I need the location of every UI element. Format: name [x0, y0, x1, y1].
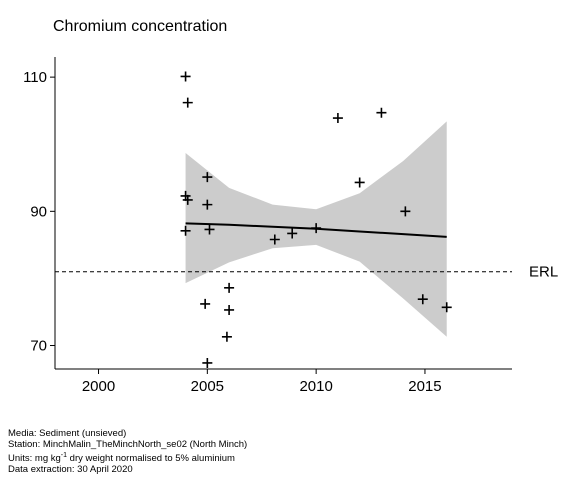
x-tick-label: 2005: [191, 378, 224, 395]
chart-title: Chromium concentration: [53, 18, 228, 35]
axes-layer: 70 90 110 2000 2005 2010 2015: [23, 57, 512, 395]
erl-label: ERL: [529, 264, 558, 281]
x-tick-label: 2000: [82, 378, 115, 395]
data-point: [221, 331, 232, 342]
y-tick-label: 70: [30, 338, 47, 355]
footer-media: Media: Sediment (unsieved): [8, 428, 127, 439]
footer-units-suffix: dry weight normalised to 5% aluminium: [67, 453, 235, 465]
data-point: [182, 194, 193, 205]
data-point: [287, 228, 298, 239]
data-point: [180, 71, 191, 82]
x-tick-label: 2010: [299, 378, 332, 395]
data-point: [354, 177, 365, 188]
footer-station: Station: MinchMalin_TheMinchNorth_se02 (…: [8, 439, 248, 450]
data-point: [224, 282, 235, 293]
data-point: [202, 357, 213, 368]
data-point: [202, 199, 213, 210]
data-point: [204, 224, 215, 235]
data-point: [182, 97, 193, 108]
data-point: [311, 223, 322, 234]
data-points-layer: [180, 71, 452, 368]
data-point: [417, 294, 428, 305]
y-tick-label: 90: [30, 203, 47, 220]
data-point: [200, 298, 211, 309]
footer-extraction: Data extraction: 30 April 2020: [8, 464, 133, 476]
footer-notes: Media: Sediment (unsieved) Station: Minc…: [8, 428, 247, 475]
data-point: [400, 206, 411, 217]
reference-line-layer: ERL: [55, 264, 558, 281]
x-tick-label: 2015: [408, 378, 441, 395]
footer-units-sup: -1: [60, 452, 68, 459]
data-point: [441, 302, 452, 313]
y-tick-label: 110: [23, 69, 47, 86]
data-point: [224, 304, 235, 315]
footer-units-prefix: Units: mg kg: [8, 453, 61, 465]
footer-units: Units: mg kg-1 dry weight normalised to …: [8, 450, 247, 464]
data-point: [332, 113, 343, 124]
data-point: [269, 234, 280, 245]
data-point: [202, 172, 213, 183]
data-point: [180, 225, 191, 236]
data-point: [376, 107, 387, 118]
